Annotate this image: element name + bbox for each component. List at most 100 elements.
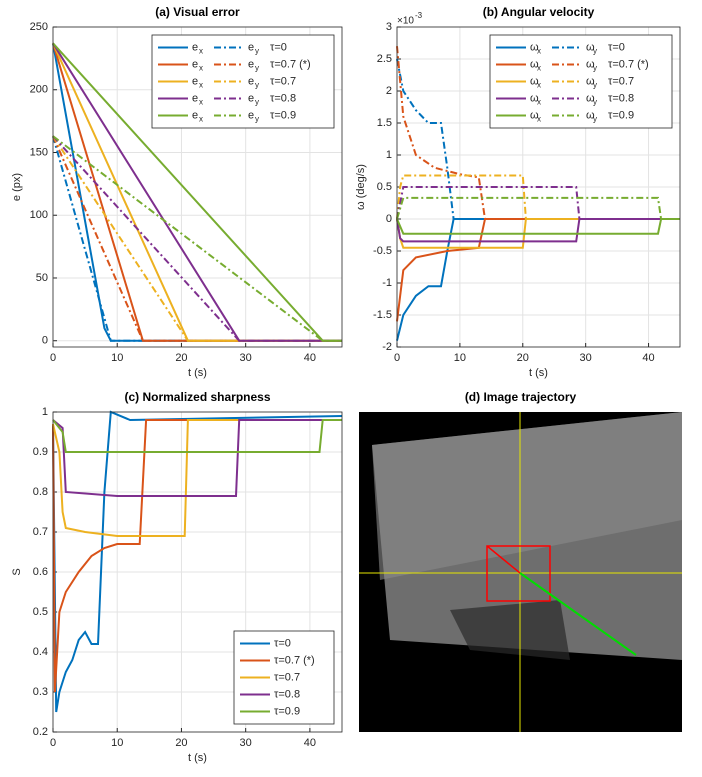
legend-label: τ=0.8 <box>270 92 296 104</box>
legend-symbol: ω <box>530 92 539 104</box>
y-tick-label: 150 <box>30 146 48 158</box>
image-texture <box>372 412 682 580</box>
x-tick-label: 40 <box>304 352 316 364</box>
legend-symbol: ω <box>586 109 595 121</box>
series-line <box>396 186 680 220</box>
x-tick-label: 20 <box>517 352 529 364</box>
legend-symbol: ω <box>530 58 539 70</box>
legend-label: τ=0.7 (*) <box>274 654 315 666</box>
x-tick-label: 40 <box>304 737 316 749</box>
legend-label: τ=0.7 <box>274 671 300 683</box>
x-tick-label: 20 <box>175 737 187 749</box>
image-texture <box>450 600 570 660</box>
y-tick-label: -2 <box>382 341 392 353</box>
axes-box <box>396 26 681 348</box>
legend-label: τ=0.7 (*) <box>608 58 649 70</box>
legend-symbol: ω <box>586 75 595 87</box>
series-line <box>396 218 680 243</box>
legend-symbol: e <box>248 58 254 70</box>
y-tick-label: 1 <box>386 149 392 161</box>
x-axis-label: t (s) <box>188 367 207 379</box>
legend-symbol: e <box>192 109 198 121</box>
x-tick-label: 30 <box>240 737 252 749</box>
y-tick-label: 0.5 <box>377 181 392 193</box>
x-tick-label: 0 <box>394 352 400 364</box>
y-tick-label: -0.5 <box>373 245 392 257</box>
axis-multiplier-exponent: -3 <box>415 11 423 20</box>
y-tick-label: 2 <box>386 85 392 97</box>
legend-subscript: y <box>593 81 597 90</box>
y-axis-label: e (px) <box>11 173 23 201</box>
y-tick-label: 0.8 <box>33 486 48 498</box>
x-tick-label: 10 <box>454 352 466 364</box>
series-line <box>396 174 680 220</box>
trajectory <box>519 572 637 656</box>
y-tick-label: -1 <box>382 277 392 289</box>
legend-subscript: y <box>593 47 597 56</box>
series-line <box>396 46 680 220</box>
legend-symbol: e <box>248 92 254 104</box>
target-box <box>486 545 551 602</box>
series-line <box>52 419 342 497</box>
legend-label: τ=0.7 <box>608 75 634 87</box>
legend-symbol: e <box>192 41 198 53</box>
legend-subscript: x <box>537 98 541 107</box>
legend-symbol: ω <box>530 109 539 121</box>
legend-subscript: x <box>537 115 541 124</box>
y-tick-label: 0.5 <box>33 606 48 618</box>
legend-label: τ=0.7 <box>270 75 296 87</box>
legend-symbol: ω <box>586 92 595 104</box>
axes-box <box>52 26 343 348</box>
x-axis-label: t (s) <box>529 367 548 379</box>
series-line <box>396 218 680 341</box>
legend-label: τ=0.9 <box>274 705 300 717</box>
x-tick-label: 0 <box>50 737 56 749</box>
legend-subscript: x <box>199 81 203 90</box>
y-tick-label: 0.2 <box>33 726 48 738</box>
legend-subscript: x <box>537 64 541 73</box>
y-axis-label: ω (deg/s) <box>355 164 367 210</box>
axis-multiplier: ×10 <box>397 16 414 27</box>
x-tick-label: 0 <box>50 352 56 364</box>
y-tick-label: 0.4 <box>33 646 48 658</box>
legend-label: τ=0 <box>608 41 625 53</box>
legend-symbol: ω <box>586 41 595 53</box>
legend-subscript: x <box>537 81 541 90</box>
legend-symbol: e <box>248 41 254 53</box>
legend-symbol: e <box>192 58 198 70</box>
legend-label: τ=0.9 <box>608 109 634 121</box>
legend-symbol: e <box>248 75 254 87</box>
legend-subscript: y <box>593 115 597 124</box>
chart-title: (a) Visual error <box>155 5 240 19</box>
y-tick-label: 200 <box>30 84 48 96</box>
chart-title: (b) Angular velocity <box>483 5 595 19</box>
legend-subscript: x <box>199 98 203 107</box>
series-line <box>396 58 680 220</box>
legend-symbol: e <box>192 92 198 104</box>
legend-subscript: y <box>593 98 597 107</box>
y-axis-label: S <box>11 568 23 575</box>
y-tick-label: 0 <box>386 213 392 225</box>
legend-symbol: ω <box>530 75 539 87</box>
y-tick-label: 50 <box>36 272 48 284</box>
legend-label: τ=0 <box>270 41 287 53</box>
y-tick-label: 250 <box>30 21 48 33</box>
series-line <box>52 419 342 693</box>
y-tick-label: 0.9 <box>33 446 48 458</box>
series-line <box>52 419 342 537</box>
chart-title: (c) Normalized sharpness <box>124 390 270 404</box>
x-tick-label: 10 <box>111 352 123 364</box>
trajectory-start <box>486 545 521 574</box>
x-tick-label: 40 <box>642 352 654 364</box>
y-tick-label: 0.6 <box>33 566 48 578</box>
legend-label: τ=0 <box>274 637 291 649</box>
x-axis-label: t (s) <box>188 752 207 764</box>
axes-box <box>52 411 343 733</box>
legend-label: τ=0.9 <box>270 109 296 121</box>
chart-title: (d) Image trajectory <box>465 390 577 404</box>
y-tick-label: 0 <box>42 335 48 347</box>
y-tick-label: 3 <box>386 21 392 33</box>
legend-subscript: x <box>199 64 203 73</box>
legend-symbol: ω <box>586 58 595 70</box>
